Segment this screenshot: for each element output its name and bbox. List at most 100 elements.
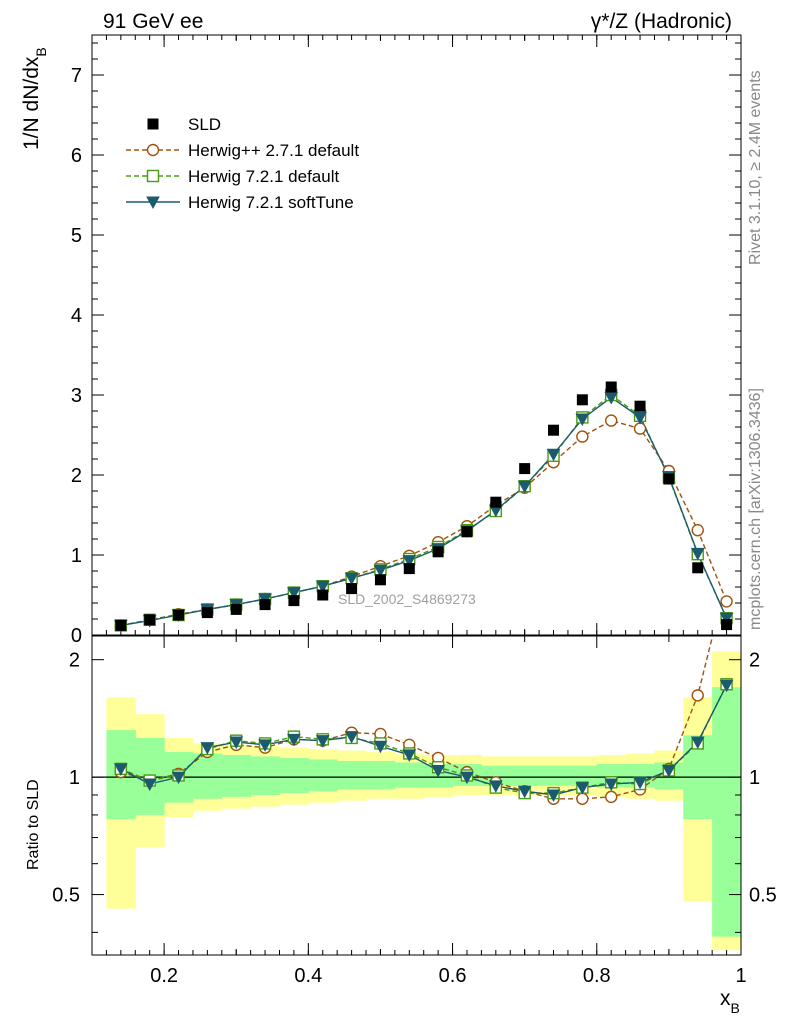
ratio-softtune-point xyxy=(633,776,647,790)
sld-point xyxy=(461,526,473,538)
legend-marker xyxy=(146,169,160,183)
ratio-softtune-point xyxy=(431,764,445,778)
softtune-point xyxy=(344,572,359,586)
y-tick-label: 1 xyxy=(71,545,82,567)
ratio-ylabel: Ratio to SLD xyxy=(25,779,42,870)
legend-label: Herwig++ 2.7.1 default xyxy=(188,141,359,160)
sld-point xyxy=(259,599,271,611)
ratio-y-tick-label-right: 1 xyxy=(749,767,760,789)
y-tick-label: 2 xyxy=(71,465,82,487)
x-tick-label: 0.8 xyxy=(583,965,611,987)
sld-point xyxy=(346,583,358,595)
sld-point xyxy=(317,589,329,601)
sld-point xyxy=(288,595,300,607)
band-inner xyxy=(366,760,396,790)
softtune-point xyxy=(402,555,417,568)
ratio-y-tick-label: 2 xyxy=(69,650,80,672)
herwigpp-point xyxy=(576,430,589,443)
ratio-softtune-point xyxy=(258,739,272,752)
ratio-softtune-point xyxy=(690,736,705,750)
herwigpp-point xyxy=(605,414,618,427)
x-tick-label: 1 xyxy=(735,965,746,987)
ratio-softtune-line xyxy=(120,684,728,796)
ratio-bands-group xyxy=(106,651,741,951)
ratio-softtune-point xyxy=(142,778,157,792)
ratio-herwigpp-point xyxy=(605,790,618,804)
sld-point xyxy=(403,563,415,575)
band-inner xyxy=(539,765,569,786)
band-inner xyxy=(279,757,309,794)
sld-point xyxy=(490,496,502,508)
ratio-softtune-point xyxy=(402,749,417,762)
ratio-softtune-point xyxy=(315,735,330,748)
main-ylabel: 1/N dN/dxB xyxy=(20,47,49,150)
y-tick-label: 5 xyxy=(71,225,82,247)
ratio-softtune-point xyxy=(344,731,359,744)
sld-point xyxy=(519,463,531,475)
sld-point xyxy=(663,473,675,485)
x-tick-label: 0.2 xyxy=(150,965,178,987)
ratio-softtune-point xyxy=(604,778,619,792)
ratio-herwigpp-point xyxy=(691,689,704,702)
ratio-softtune-point xyxy=(229,736,244,750)
legend-label: Herwig 7.2.1 softTune xyxy=(188,193,354,212)
herwigpp-point xyxy=(691,524,704,537)
ratio-y-tick-label: 1 xyxy=(69,767,80,789)
band-inner xyxy=(712,687,741,937)
ratio-herwigpp-point xyxy=(721,575,732,586)
legend-label: SLD xyxy=(188,115,221,134)
main-panel: 0 1 2 3 4 5 6 7 xyxy=(71,34,742,647)
band-inner xyxy=(308,759,338,792)
ratio-softtune-point xyxy=(575,782,590,795)
sld-point xyxy=(605,381,617,393)
band-inner xyxy=(567,765,598,786)
softtune-point xyxy=(575,413,590,427)
sld-point xyxy=(576,394,588,406)
sld-point xyxy=(692,562,704,574)
band-inner xyxy=(596,764,627,788)
main-ylabel-text: 1/N dN/dxB xyxy=(20,47,49,150)
legend-marker xyxy=(147,118,159,130)
softtune-point xyxy=(373,564,388,578)
rivet-label: Rivet 3.1.10, ≥ 2.4M events xyxy=(747,70,764,265)
y-tick-label: 6 xyxy=(71,145,82,167)
softtune-point xyxy=(719,612,734,626)
ratio-softtune-point xyxy=(546,789,561,803)
sld-point xyxy=(115,619,127,631)
sld-point xyxy=(173,609,185,621)
softtune-line xyxy=(120,396,728,627)
ratio-softtune-point xyxy=(662,764,676,778)
softtune-point xyxy=(315,580,330,594)
sld-point xyxy=(144,614,156,626)
sld-point xyxy=(634,400,646,412)
sld-point xyxy=(201,607,213,619)
x-tick-label: 0.6 xyxy=(439,965,467,987)
band-inner xyxy=(192,753,223,799)
legend: SLD Herwig++ 2.7.1 default Herwig 7.2.1 de… xyxy=(126,115,359,212)
herwigpp-line xyxy=(120,419,728,627)
herwigpp-point xyxy=(720,595,733,608)
ratio-y-tick-label: 0.5 xyxy=(52,885,80,907)
sld-point xyxy=(374,574,386,586)
y-tick-label: 7 xyxy=(71,65,82,87)
ratio-series-group xyxy=(114,575,734,805)
y-tick-label: 0 xyxy=(71,625,82,647)
main-series-group xyxy=(114,381,734,633)
ratio-softtune-point xyxy=(373,740,388,754)
header-left-title: 91 GeV ee xyxy=(103,10,203,33)
softtune-point xyxy=(517,480,532,494)
main-frame xyxy=(91,34,742,636)
band-inner xyxy=(221,754,252,797)
band-inner xyxy=(481,765,511,786)
softtune-point xyxy=(633,411,647,425)
sld-point xyxy=(548,424,560,436)
sld-point xyxy=(432,546,444,558)
header-right-title: γ*/Z (Hadronic) xyxy=(591,10,732,33)
x-tick-label: 0.4 xyxy=(294,965,322,987)
ratio-panel: 0.5 0.5 1 1 2 2 0.2 0.4 0.6 0.8 1 xyxy=(52,575,777,987)
ratio-softtune-point xyxy=(719,679,734,693)
band-inner xyxy=(394,762,425,788)
band-inner xyxy=(250,756,280,795)
ratio-softtune-point xyxy=(460,771,474,785)
